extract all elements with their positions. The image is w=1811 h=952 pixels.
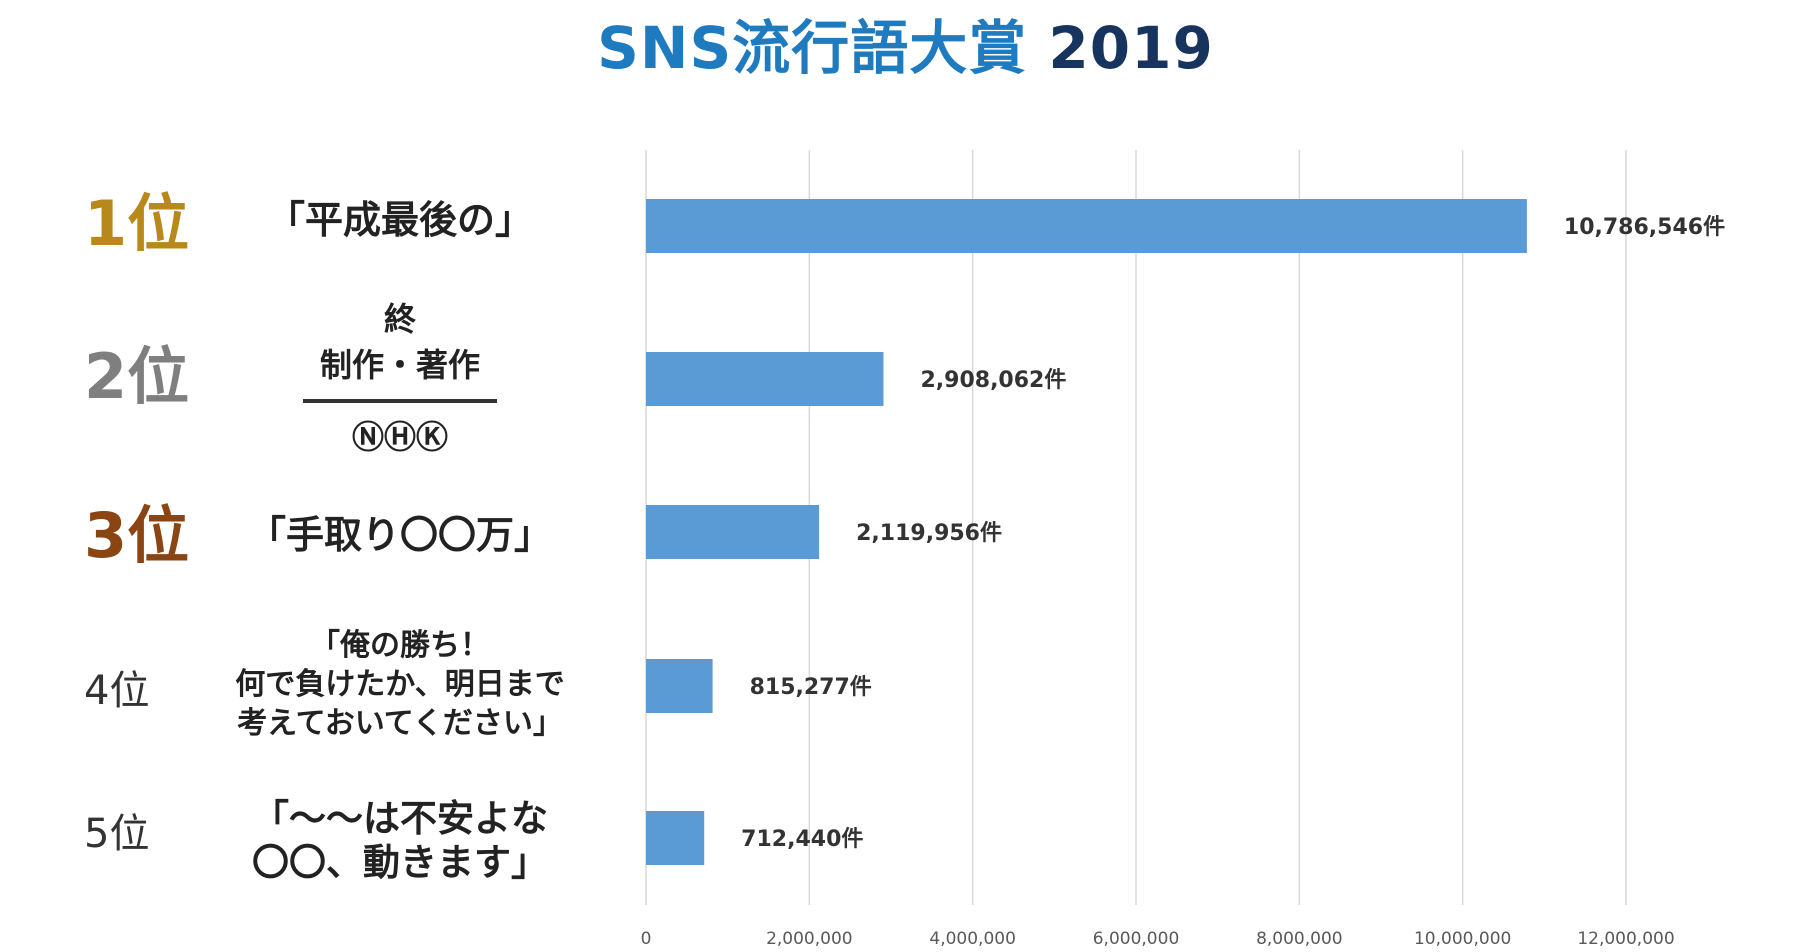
value-label-rank-3: 2,119,956件 [856, 521, 1002, 546]
x-tick-label: 6,000,000 [1093, 929, 1180, 949]
bar-rank-4 [646, 659, 713, 713]
title-main: SNS流行語大賞 [597, 14, 1028, 82]
phrase-5: 「～～は不安よな 〇〇、動きます」 [205, 797, 595, 886]
phrase-2-top-line-1: 終 [383, 300, 416, 338]
x-tick-label: 10,000,000 [1414, 929, 1511, 949]
x-tick-label: 4,000,000 [929, 929, 1016, 949]
x-tick-label: 12,000,000 [1577, 929, 1674, 949]
value-label-rank-5: 712,440件 [741, 827, 863, 852]
rank-4-label: 4位 [84, 668, 150, 714]
x-tick-labels: 0 2,000,000 4,000,000 6,000,000 8,000,000 10,… [641, 929, 1675, 949]
phrase-2-nhk-ending: 終 制作・著作 ⓃⒽⓀ [295, 296, 505, 453]
x-tick-label: 0 [641, 929, 652, 949]
title-year: 2019 [1048, 14, 1214, 82]
gridlines [645, 150, 1627, 905]
value-labels: 10,786,546件 2,908,062件 2,119,956件 815,277件 7… [741, 215, 1725, 852]
x-tick-label: 2,000,000 [766, 929, 853, 949]
bars [646, 199, 1527, 865]
phrase-3: 「手取り〇〇万」 [247, 513, 552, 557]
bar-rank-3 [646, 505, 820, 559]
rank-3-label: 3位 [84, 499, 190, 572]
rank-2-label: 2位 [84, 340, 190, 413]
phrase-4-line-2: 何で負けたか、明日まで [235, 667, 565, 702]
phrase-4-line-1: 「俺の勝ち！ [310, 628, 490, 663]
rank-5-label: 5位 [84, 811, 150, 857]
phrase-5-line-1: 「～～は不安よな [252, 797, 548, 840]
phrase-1: 「平成最後の」 [266, 198, 533, 242]
chart-title: SNS流行語大賞 2019 [0, 8, 1811, 88]
phrase-2-bottom: ⓃⒽⓀ [351, 417, 448, 456]
value-label-rank-2: 2,908,062件 [920, 368, 1066, 393]
bar-rank-5 [646, 811, 705, 865]
phrase-5-line-2: 〇〇、動きます」 [252, 841, 548, 885]
value-label-rank-1: 10,786,546件 [1564, 215, 1725, 240]
value-label-rank-4: 815,277件 [750, 675, 872, 700]
phrase-4: 「俺の勝ち！ 何で負けたか、明日まで 考えておいてください」 [205, 626, 595, 743]
fraction-divider [303, 398, 497, 403]
x-tick-label: 8,000,000 [1256, 929, 1343, 949]
rank-1-label: 1位 [84, 187, 190, 260]
bar-rank-1 [646, 199, 1527, 253]
phrase-2-top-line-2: 制作・著作 [319, 346, 480, 385]
phrase-4-line-3: 考えておいてください」 [237, 706, 563, 741]
bar-rank-2 [646, 352, 884, 406]
